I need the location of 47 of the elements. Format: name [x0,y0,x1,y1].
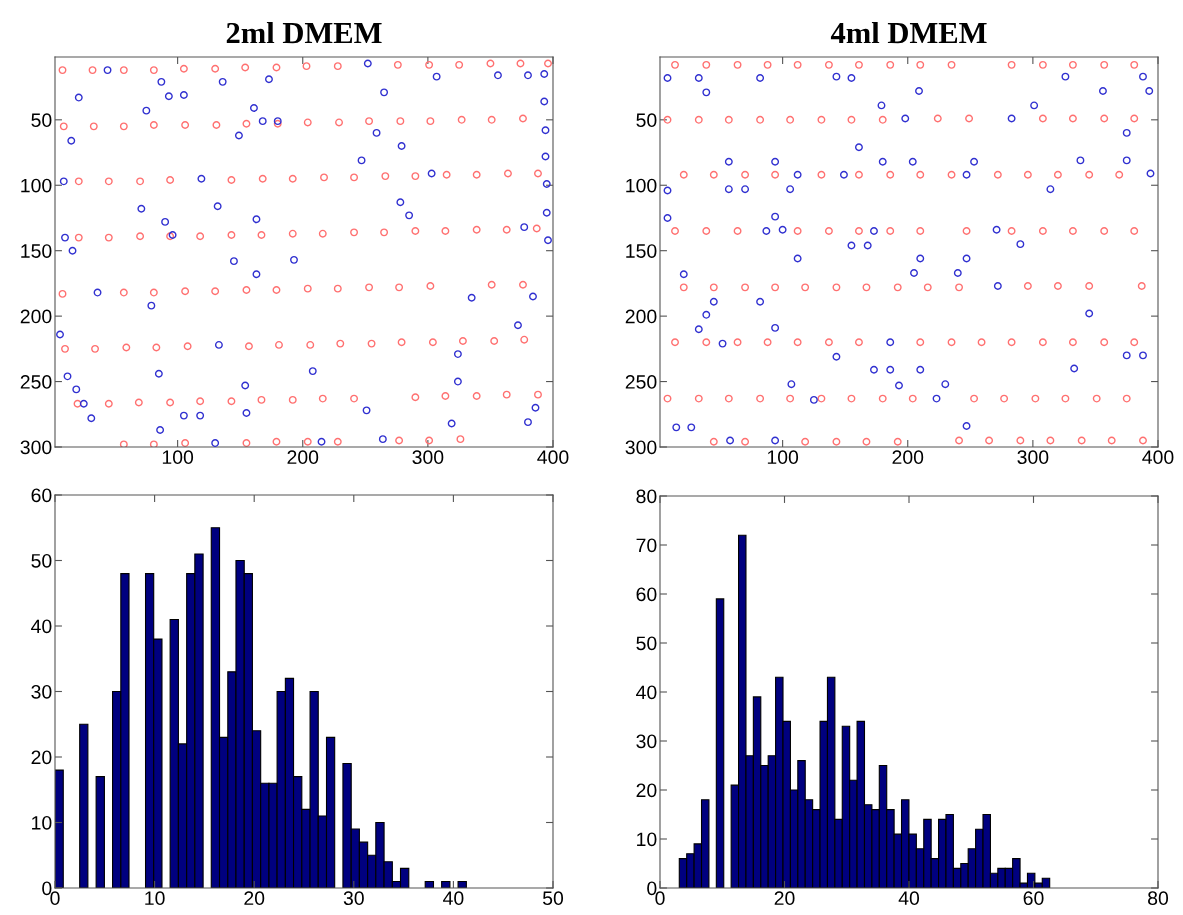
y-tick-label: 40 [31,619,52,634]
y-tick-label: 300 [625,440,657,455]
x-tick-label: 60 [1023,891,1044,906]
x-tick-label: 300 [1017,450,1049,465]
x-tick-label: 80 [1148,891,1169,906]
x-tick-label: 100 [162,450,194,465]
y-tick-label: 200 [20,309,52,324]
y-tick-label: 70 [636,538,657,553]
y-tick-label: 60 [636,587,657,602]
x-tick-label: 400 [1142,450,1174,465]
y-tick-label: 40 [636,685,657,700]
y-tick-label: 250 [20,375,52,389]
y-tick-label: 30 [31,684,52,699]
x-tick-label: 300 [412,450,444,465]
x-tick-label: 100 [767,450,799,465]
y-tick-label: 50 [31,553,52,568]
x-tick-label: 400 [537,450,569,465]
x-tick-label: 200 [287,450,319,465]
y-tick-label: 0 [42,881,52,896]
y-tick-label: 50 [31,113,52,128]
x-tick-label: 200 [892,450,924,465]
y-tick-label: 100 [626,178,657,193]
y-tick-label: 0 [647,881,657,896]
y-tick-label: 150 [626,244,657,258]
y-tick-label: 300 [20,440,52,455]
chart-title: 2ml DMEM [226,21,382,44]
y-tick-label: 150 [21,244,52,258]
y-tick-label: 60 [31,488,52,503]
y-tick-label: 50 [636,636,657,651]
y-tick-label: 10 [637,832,657,847]
y-tick-label: 80 [636,489,657,504]
y-tick-label: 100 [21,178,52,193]
y-tick-label: 200 [625,309,657,324]
x-tick-label: 50 [542,891,564,906]
y-tick-label: 250 [625,375,657,389]
y-tick-label: 30 [636,734,657,749]
x-tick-label: 20 [244,891,265,906]
chart-title: 4ml DMEM [830,21,987,44]
x-tick-label: 10 [145,891,165,906]
y-tick-label: 50 [636,113,657,128]
y-tick-label: 10 [32,815,52,830]
y-tick-label: 20 [31,750,52,765]
x-tick-label: 40 [443,891,464,906]
x-tick-label: 40 [898,891,920,906]
y-tick-label: 20 [636,783,657,798]
x-tick-label: 20 [774,891,795,906]
x-tick-label: 30 [343,891,364,906]
